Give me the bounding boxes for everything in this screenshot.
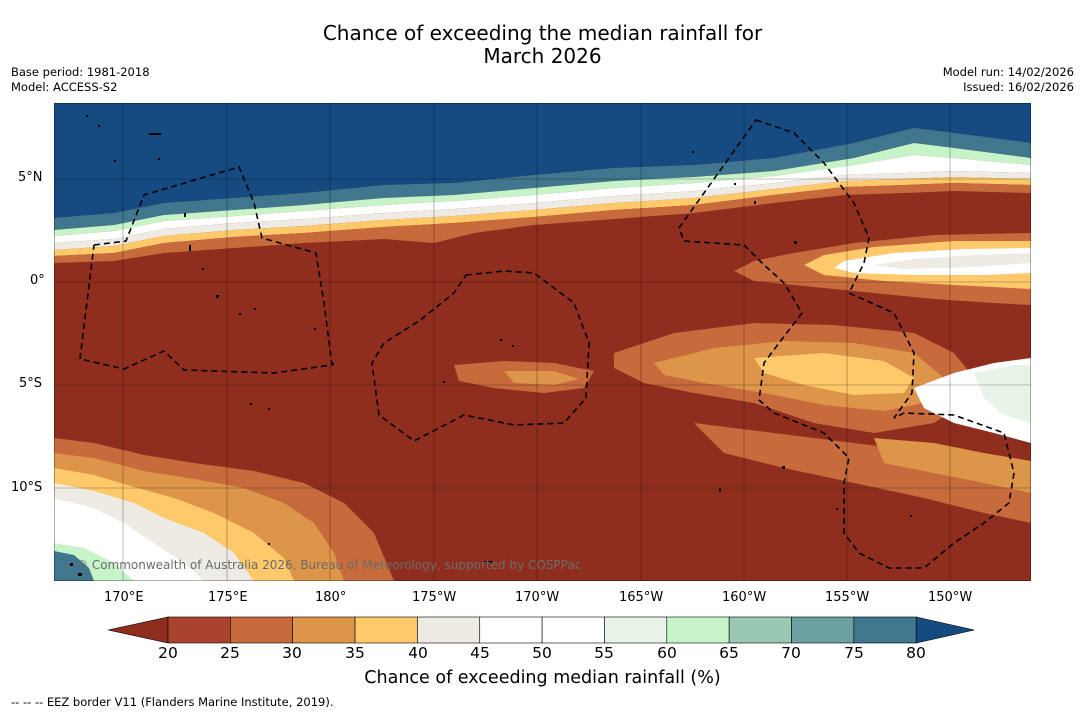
map-title-line1: Chance of exceeding the median rainfall … — [322, 21, 763, 45]
model-run-date: Model run: 14/02/2026 — [942, 65, 1074, 79]
colorbar-tick-30: 30 — [282, 644, 302, 662]
colorbar-tick-50: 50 — [532, 644, 552, 662]
south-east-orange-tail — [694, 423, 1031, 523]
eez-border-tuvalu-tokelau — [371, 270, 590, 442]
colorbar-segments — [107, 616, 975, 644]
model-name: Model: ACCESS-S2 — [11, 80, 118, 94]
west-central-yellow-patch — [504, 371, 579, 385]
lon-label: 160°W — [722, 590, 767, 605]
east-equatorial-grey — [874, 253, 1031, 269]
lon-label: 170°E — [104, 590, 144, 605]
colorbar-segment — [167, 616, 231, 644]
lat-label-5s: 5°S — [19, 376, 43, 391]
colorbar-segment — [479, 616, 543, 644]
colorbar-tick-45: 45 — [470, 644, 490, 662]
issued-date: Issued: 16/02/2026 — [963, 80, 1074, 94]
colorbar-segment — [853, 616, 917, 644]
colorbar-segment — [541, 616, 605, 644]
colorbar-tick-25: 25 — [220, 644, 240, 662]
colorbar-segment — [604, 616, 668, 644]
south-west-teal — [54, 551, 94, 581]
eez-border-kiribati-gilberts — [79, 166, 333, 374]
north-green-band — [54, 143, 1031, 236]
colorbar-tick-35: 35 — [345, 644, 365, 662]
north-teal-band — [54, 128, 1031, 230]
colorbar-tick-80: 80 — [906, 644, 926, 662]
lat-label-5n: 5°N — [18, 170, 43, 185]
south-east-green-patch — [974, 365, 1031, 423]
lon-label: 150°W — [928, 590, 973, 605]
left-metadata: Base period: 1981-2018 Model: ACCESS-S2 — [11, 65, 150, 95]
base-period: Base period: 1981-2018 — [11, 65, 150, 79]
right-metadata: Model run: 14/02/2026 Issued: 16/02/2026 — [943, 65, 1074, 95]
lat-label-10s: 10°S — [11, 480, 43, 495]
colorbar-segment — [292, 616, 356, 644]
colorbar — [107, 616, 975, 644]
colorbar-segment — [666, 616, 730, 644]
colorbar-extend-low — [107, 616, 169, 644]
lat-label-0: 0° — [30, 273, 45, 288]
lon-label: 180° — [315, 590, 347, 605]
colorbar-tick-75: 75 — [844, 644, 864, 662]
copyright-notice: © Commonwealth of Australia 2026, Bureau… — [76, 558, 582, 572]
colorbar-tick-55: 55 — [594, 644, 614, 662]
lon-label: 155°W — [825, 590, 870, 605]
colorbar-label: Chance of exceeding median rainfall (%) — [364, 668, 721, 688]
north-white-band — [54, 155, 1031, 243]
colorbar-segment — [728, 616, 792, 644]
colorbar-tick-65: 65 — [719, 644, 739, 662]
colorbar-tick-40: 40 — [408, 644, 428, 662]
colorbar-tick-60: 60 — [657, 644, 677, 662]
rainfall-map[interactable] — [54, 103, 1031, 581]
map-title-line2: March 2026 — [483, 44, 602, 68]
eez-footnote: -- -- -- EEZ border V11 (Flanders Marine… — [11, 695, 334, 709]
map-frame — [54, 103, 1031, 581]
lon-label: 175°E — [208, 590, 248, 605]
colorbar-segment — [354, 616, 418, 644]
colorbar-segment — [417, 616, 481, 644]
lon-label: 175°W — [412, 590, 457, 605]
lon-label: 165°W — [619, 590, 664, 605]
north-orange-band — [54, 183, 1031, 263]
lon-label: 170°W — [515, 590, 560, 605]
south-east-tan-tail — [874, 438, 1031, 493]
south-central-yellow-patch — [754, 353, 914, 395]
eez-border-line-islands — [678, 119, 1015, 569]
colorbar-tick-70: 70 — [781, 644, 801, 662]
islands — [70, 115, 912, 576]
graticule — [54, 103, 1031, 581]
colorbar-extend-high — [915, 616, 975, 644]
north-blue-region — [54, 103, 1031, 218]
colorbar-segment — [230, 616, 293, 644]
colorbar-tick-20: 20 — [158, 644, 178, 662]
colorbar-segment — [791, 616, 855, 644]
eez-borders — [79, 119, 1015, 569]
